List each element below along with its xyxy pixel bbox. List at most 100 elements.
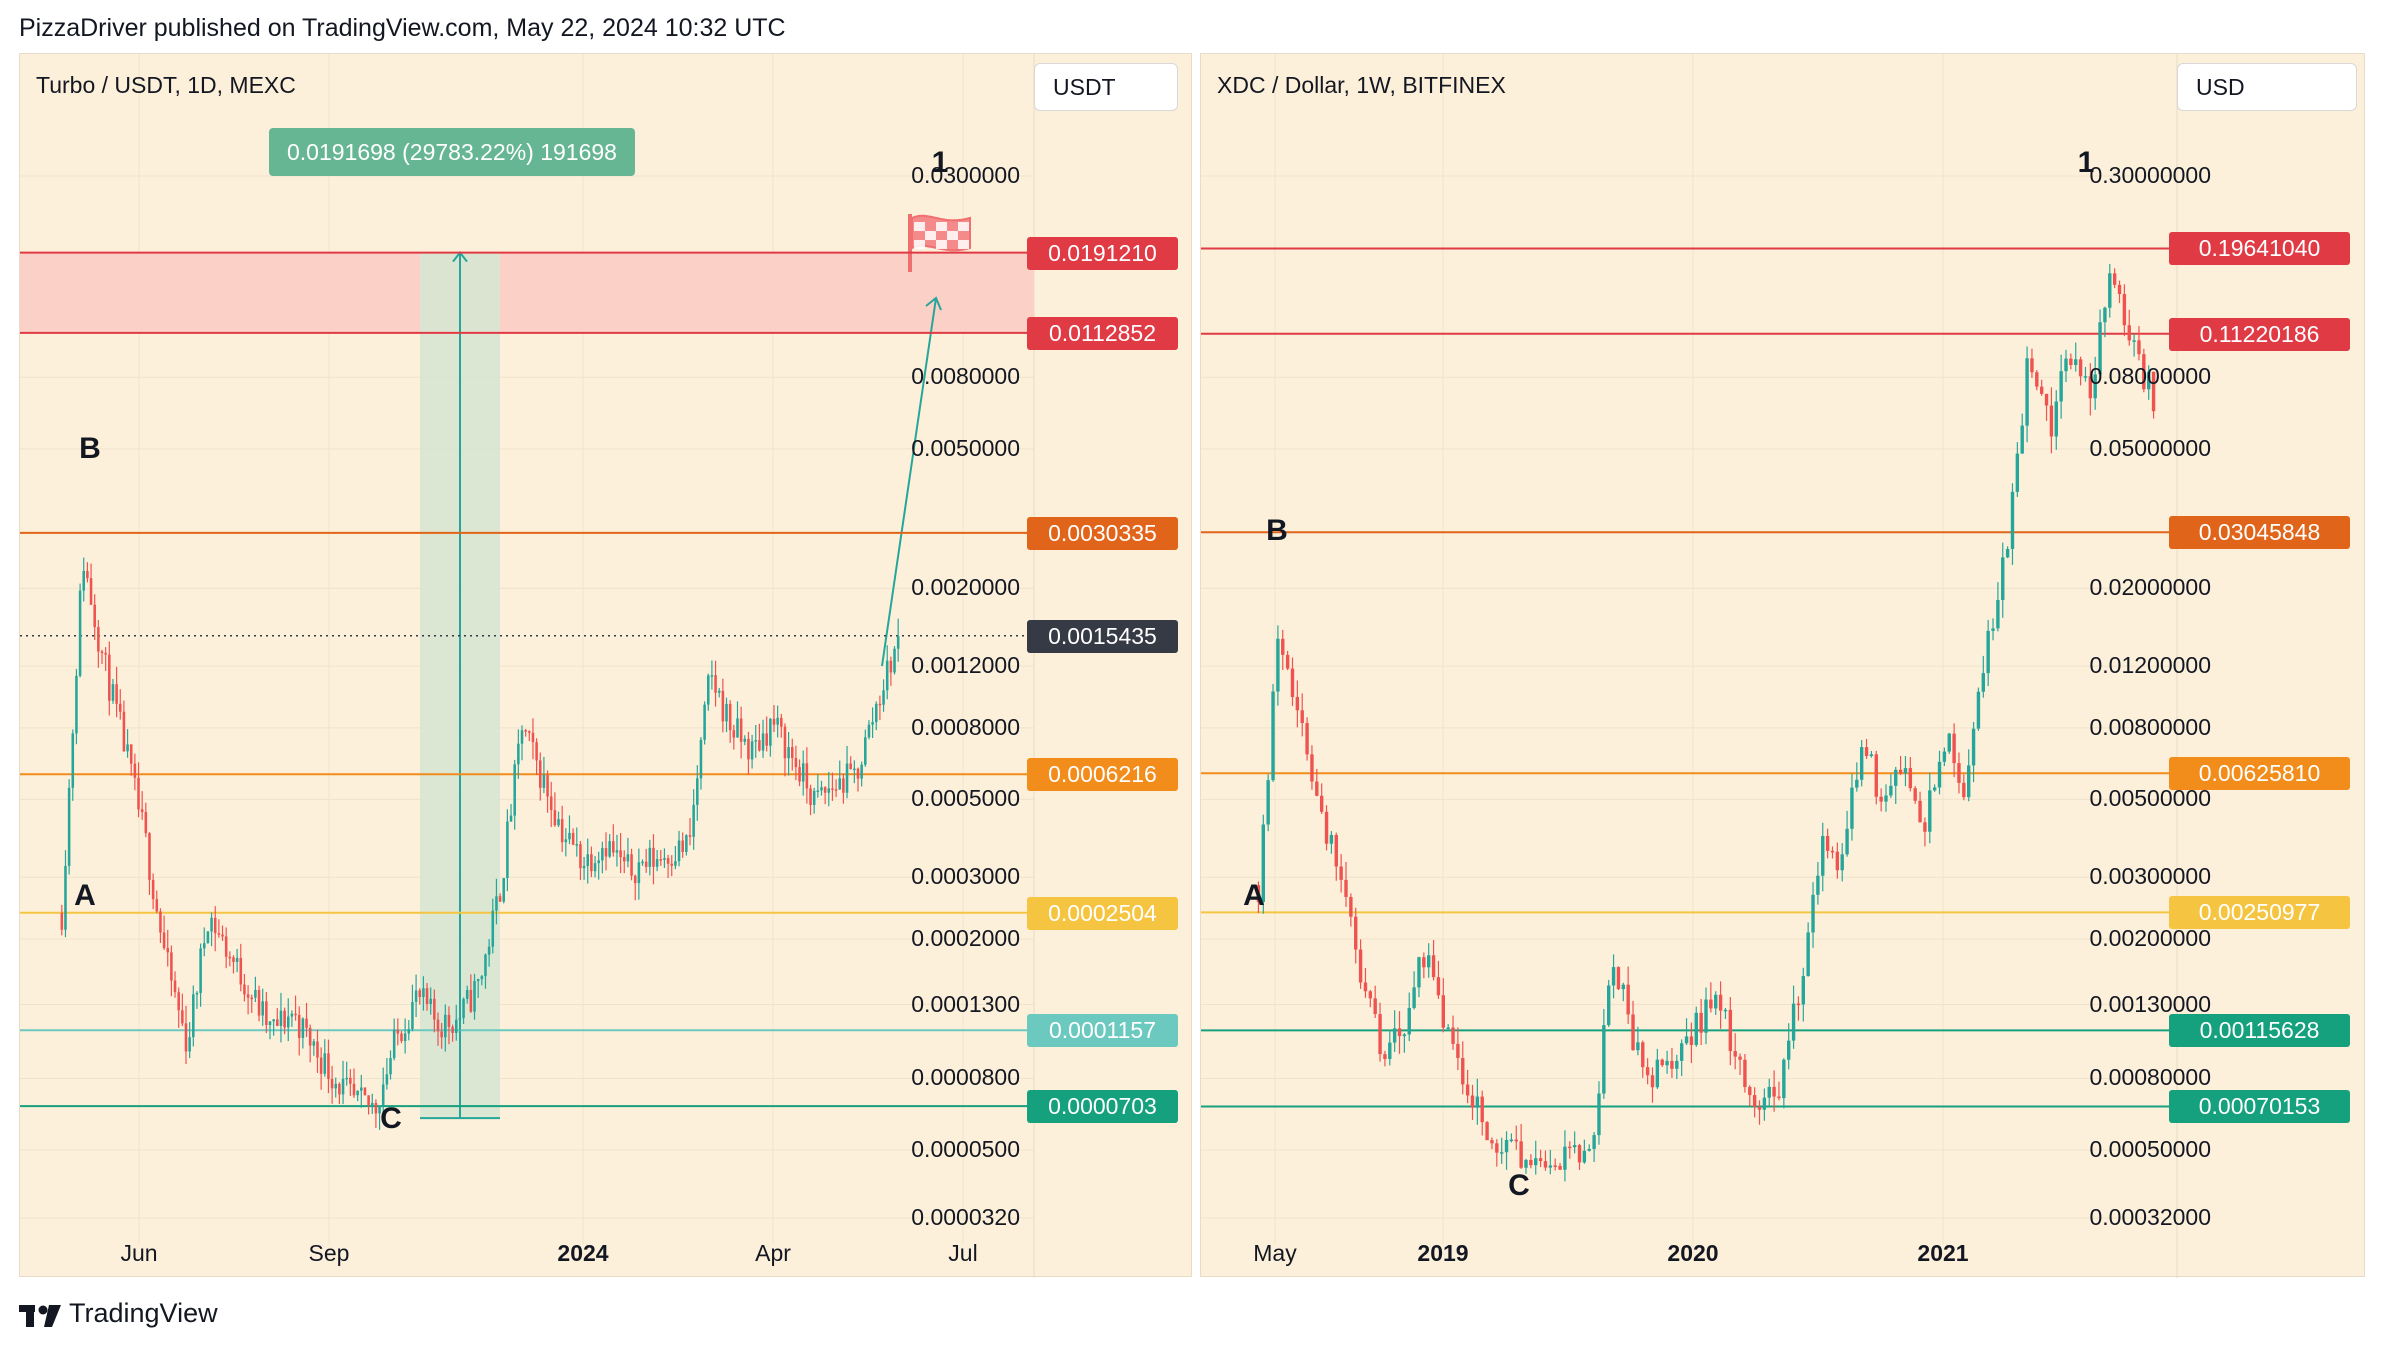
candle — [761, 733, 765, 751]
wave-label-c: C — [380, 1102, 402, 1135]
candle — [783, 726, 787, 759]
candle — [2030, 358, 2034, 373]
candle — [728, 703, 732, 731]
price-tick-label: 0.0000320 — [911, 1204, 1020, 1230]
candle — [177, 992, 180, 1011]
candle — [1772, 1086, 1776, 1097]
candle — [1368, 991, 1373, 999]
candle — [1660, 1059, 1664, 1066]
chart-canvas-xdc[interactable] — [1201, 54, 2366, 1278]
candle — [772, 718, 776, 725]
candle — [1378, 1014, 1382, 1055]
price-tick-label: 0.01200000 — [2089, 652, 2211, 679]
price-tag: 0.00115628 — [2169, 1014, 2350, 1048]
wave-label-a: A — [1243, 879, 1265, 912]
candle — [1694, 1012, 1698, 1045]
candle — [1825, 835, 1830, 851]
candle — [1986, 630, 1990, 674]
candle — [422, 988, 425, 997]
time-tick-label: Sep — [308, 1240, 350, 1266]
candle — [378, 1106, 381, 1114]
candle — [294, 1013, 297, 1016]
candles — [60, 557, 900, 1130]
candle — [97, 627, 100, 652]
chart-canvas-turbo[interactable] — [20, 54, 1193, 1278]
candle — [166, 948, 170, 953]
candle — [597, 860, 600, 864]
candle — [1679, 1043, 1684, 1061]
candle — [1655, 1059, 1660, 1088]
candle — [181, 1010, 184, 1024]
candle — [491, 910, 495, 947]
wave-label-c: C — [1508, 1169, 1530, 1202]
price-tick-label: 0.00300000 — [2089, 863, 2211, 890]
candle — [502, 878, 506, 902]
candle — [1894, 769, 1898, 786]
candle — [1461, 1058, 1465, 1085]
chart-panel-xdc[interactable]: XDC / Dollar, 1W, BITFINEX USD 0.3000000… — [1200, 53, 2366, 1278]
candle — [670, 863, 674, 866]
candle — [1480, 1096, 1484, 1123]
currency-button[interactable]: USD — [2177, 63, 2357, 111]
candle — [816, 790, 820, 792]
candle — [2035, 372, 2039, 387]
candle — [400, 1033, 403, 1041]
candle — [1728, 1009, 1733, 1052]
candle — [1991, 628, 1995, 631]
currency-button[interactable]: USDT — [1034, 63, 1178, 111]
candle — [659, 859, 663, 861]
candle — [151, 879, 155, 900]
candle — [1684, 1036, 1689, 1044]
candle — [633, 875, 637, 884]
candle — [706, 675, 710, 705]
candle — [710, 675, 714, 677]
candle — [104, 652, 107, 655]
candle — [834, 789, 838, 791]
wave-label-1: 1 — [931, 146, 949, 179]
candle — [1548, 1165, 1553, 1168]
candle — [1757, 1106, 1762, 1110]
measure-label: 0.0191698 (29783.22%) 191698 — [269, 128, 635, 176]
candle — [1952, 733, 1956, 764]
candle — [261, 1001, 264, 1016]
candle — [290, 1013, 294, 1017]
candle — [301, 1018, 305, 1038]
candle — [1830, 850, 1835, 853]
price-tag: 0.00070153 — [2169, 1090, 2350, 1124]
candle — [2059, 371, 2063, 402]
candle — [2117, 284, 2122, 295]
candle — [666, 858, 670, 864]
candle — [1412, 987, 1416, 1008]
candle — [1334, 835, 1338, 867]
flag-check — [936, 222, 947, 231]
candle — [272, 1019, 275, 1022]
candle — [71, 733, 75, 788]
wave-label-a: A — [74, 879, 96, 912]
time-tick-label: 2024 — [557, 1240, 609, 1266]
candle — [560, 819, 564, 843]
footer-brand[interactable]: TradingView — [19, 1298, 218, 1329]
chart-panel-turbo[interactable]: Turbo / USDT, 1D, MEXC USDT 0.0191698 (2… — [19, 53, 1193, 1278]
candle — [1709, 999, 1713, 1009]
candle — [213, 917, 217, 934]
time-tick-label: 2021 — [1917, 1240, 1969, 1266]
candle — [619, 850, 622, 858]
candle — [630, 854, 633, 876]
candle — [513, 764, 516, 816]
candle — [159, 911, 162, 933]
candle — [1300, 710, 1304, 724]
candle — [221, 934, 224, 937]
price-tick-label: 0.0300000 — [911, 162, 1020, 188]
candle — [831, 788, 834, 790]
candle — [1704, 999, 1708, 1033]
candle — [535, 742, 538, 761]
candle — [462, 998, 465, 1019]
price-tag: 0.00250977 — [2169, 896, 2350, 930]
price-tag: 0.0006216 — [1027, 758, 1178, 792]
price-tag: 0.0001157 — [1027, 1014, 1178, 1048]
projection-arrowhead — [925, 296, 942, 311]
projection-arrow — [881, 297, 937, 667]
candle — [93, 604, 96, 628]
candle — [2147, 371, 2151, 390]
candle — [823, 787, 827, 793]
